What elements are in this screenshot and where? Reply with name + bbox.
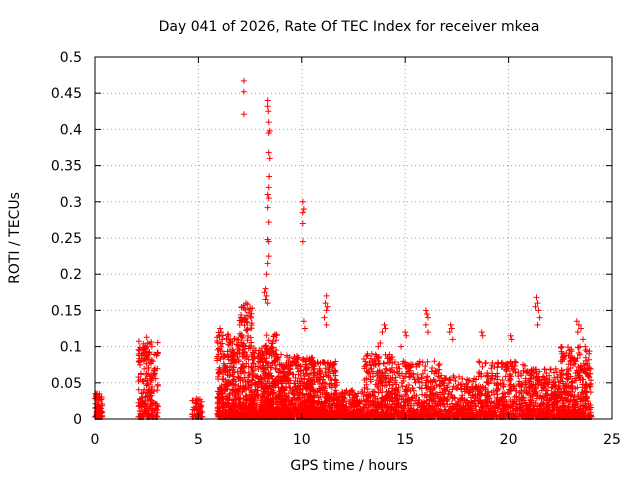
data-point <box>215 347 221 353</box>
data-point <box>155 340 161 346</box>
data-point <box>447 376 453 382</box>
data-point <box>380 360 386 366</box>
data-point <box>494 388 500 394</box>
data-point <box>419 392 425 398</box>
data-point <box>245 326 251 332</box>
data-point <box>548 366 554 372</box>
data-point <box>136 358 142 364</box>
data-point <box>248 314 254 320</box>
data-point <box>495 361 501 367</box>
data-point <box>365 370 371 376</box>
data-point <box>436 362 442 368</box>
data-point <box>266 337 272 343</box>
data-point <box>245 378 251 384</box>
data-point <box>488 365 494 371</box>
data-point <box>154 387 160 393</box>
data-point <box>513 359 519 365</box>
data-point <box>216 370 222 376</box>
data-point <box>464 377 470 383</box>
data-point <box>476 358 482 364</box>
data-point <box>263 342 269 348</box>
data-point <box>437 361 443 367</box>
data-point <box>483 360 489 366</box>
data-point <box>479 364 485 370</box>
data-point <box>477 360 483 366</box>
data-point <box>365 386 371 392</box>
grid-lines <box>95 57 612 419</box>
data-point <box>500 391 506 397</box>
data-point <box>432 378 438 384</box>
data-point <box>264 332 270 338</box>
data-point <box>136 338 142 344</box>
data-point <box>431 358 437 364</box>
data-point <box>494 364 500 370</box>
chart-title: Day 041 of 2026, Rate Of TEC Index for r… <box>159 19 540 35</box>
data-point <box>495 381 501 387</box>
